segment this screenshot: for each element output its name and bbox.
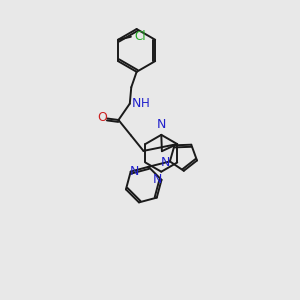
Text: N: N xyxy=(132,97,142,110)
Text: N: N xyxy=(161,155,170,169)
Text: H: H xyxy=(141,97,150,110)
Text: N: N xyxy=(157,118,166,131)
Text: O: O xyxy=(98,111,107,124)
Text: N: N xyxy=(153,173,162,186)
Text: Cl: Cl xyxy=(134,30,146,43)
Text: N: N xyxy=(130,165,140,178)
